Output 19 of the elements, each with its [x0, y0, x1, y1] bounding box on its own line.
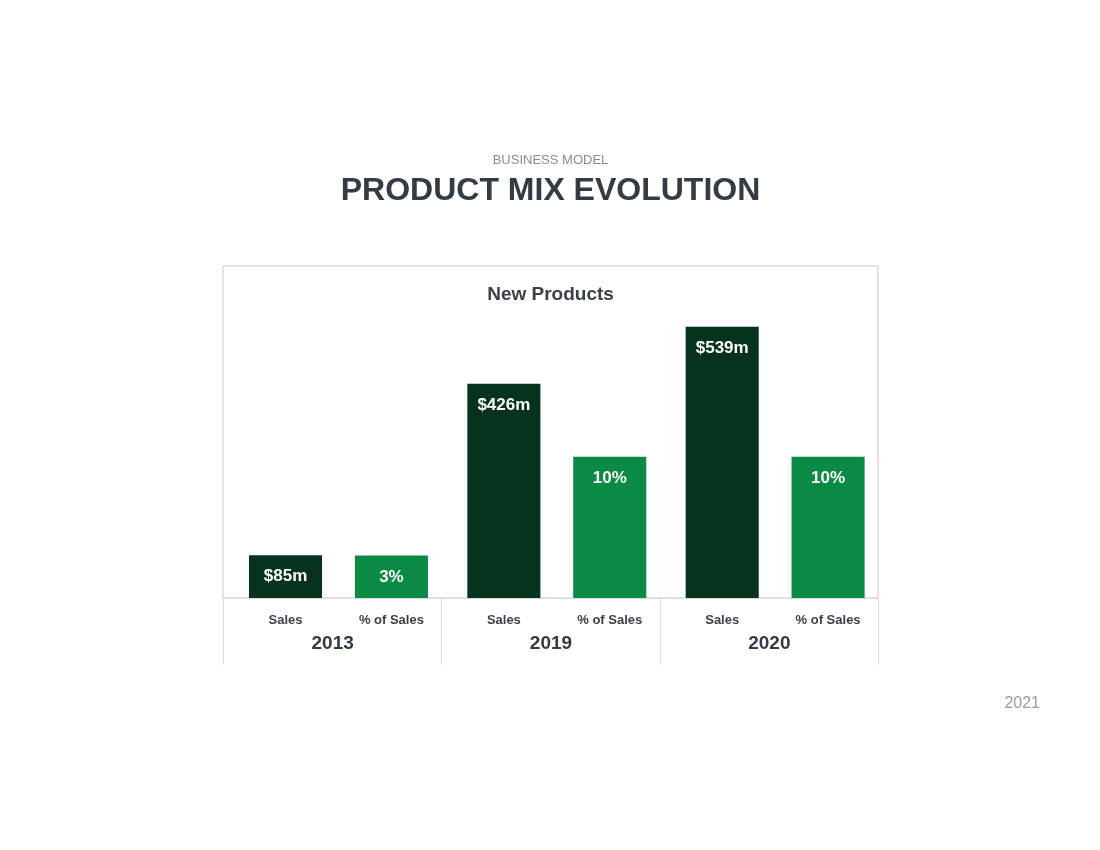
x-tick-label: 2013 — [311, 631, 354, 653]
text: % of Sales — [577, 612, 643, 627]
text: 2021 — [1004, 694, 1041, 711]
data-label: $85m — [263, 566, 308, 586]
text: New Products — [487, 283, 614, 304]
series-label: Sales — [268, 612, 303, 627]
data-label: 10% — [811, 467, 846, 487]
data-label: 10% — [592, 467, 627, 487]
text: % of Sales — [795, 612, 861, 627]
x-tick-label: 2020 — [748, 631, 791, 653]
x-tick-label: 2019 — [529, 631, 573, 653]
text: Sales — [486, 612, 521, 627]
data-label: 3% — [379, 566, 404, 586]
data-label: $539m — [695, 337, 749, 357]
chart-title: PRODUCT MIX EVOLUTION — [340, 171, 761, 207]
series-label: % of Sales — [358, 612, 424, 627]
text: Sales — [705, 612, 740, 627]
data-label: $426m — [477, 394, 531, 414]
text: BUSINESS MODEL — [492, 152, 609, 167]
